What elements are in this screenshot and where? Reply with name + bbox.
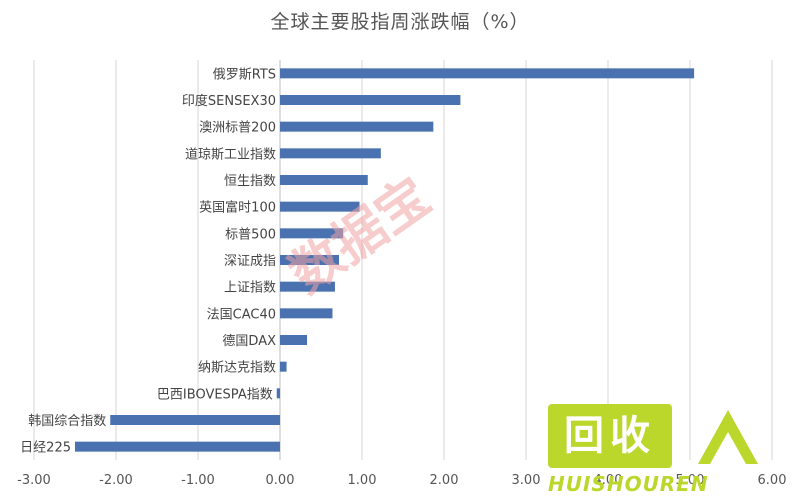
category-label: 深证成指 <box>224 254 276 269</box>
bar <box>75 441 280 452</box>
category-label: 印度SENSEX30 <box>182 93 276 109</box>
category-label: 纳斯达克指数 <box>198 361 276 376</box>
bar <box>280 308 333 319</box>
bar <box>280 175 368 185</box>
category-label: 巴西IBOVESPA指数 <box>157 387 273 402</box>
bar <box>280 121 434 132</box>
grid-lines <box>33 60 773 460</box>
logo-background <box>548 404 672 468</box>
chart-title: 全球主要股指周涨跌幅（%） <box>270 11 529 33</box>
x-tick-label: 1.00 <box>348 473 377 488</box>
category-label: 韩国综合指数 <box>28 414 106 429</box>
bar <box>280 255 340 265</box>
x-tick-label: -3.00 <box>17 473 51 488</box>
category-label: 德国DAX <box>222 334 276 349</box>
x-tick-label: 2.00 <box>430 473 459 488</box>
bar <box>280 335 308 345</box>
bar <box>280 201 360 212</box>
bar <box>276 388 280 399</box>
logo-mountain-icon <box>698 410 758 464</box>
category-labels: 俄罗斯RTS 印度SENSEX30 澳洲标普200 道琼斯工业指数恒生指数英国富时10… <box>20 67 276 455</box>
logo-main-text: 回收 <box>564 413 656 459</box>
x-tick-label: 4.00 <box>594 473 623 488</box>
x-tick-label: -1.00 <box>181 473 215 488</box>
x-tick-label: -2.00 <box>99 473 133 488</box>
x-tick-label: 0.00 <box>266 473 295 488</box>
bars <box>75 68 695 452</box>
category-label: 俄罗斯RTS <box>213 67 276 82</box>
category-label: 法国CAC40 <box>207 307 276 322</box>
bar <box>280 361 287 372</box>
category-label: 恒生指数 <box>224 174 276 189</box>
category-label: 日经225 <box>20 441 71 456</box>
category-label: 澳洲标普200 <box>199 120 276 136</box>
x-tick-label: 6.00 <box>758 473 787 488</box>
bar <box>280 68 695 79</box>
x-tick-label: 3.00 <box>512 473 541 488</box>
category-label: 道琼斯工业指数 <box>185 147 276 162</box>
category-label: 标普500 <box>225 227 276 242</box>
bar <box>280 148 381 159</box>
logo-sub-text: HUISHOUREN <box>548 472 709 496</box>
bar <box>280 228 344 239</box>
category-label: 英国富时100 <box>199 200 276 216</box>
x-tick-label: 5.00 <box>676 473 705 488</box>
x-tick-labels: -3.00 -2.00 -1.00 0.00 1.00 2.00 3.00 4.00 5.00 6… <box>17 473 786 488</box>
bar <box>280 95 461 105</box>
bar <box>280 281 335 292</box>
category-label: 上证指数 <box>224 281 276 296</box>
bar <box>110 415 280 425</box>
